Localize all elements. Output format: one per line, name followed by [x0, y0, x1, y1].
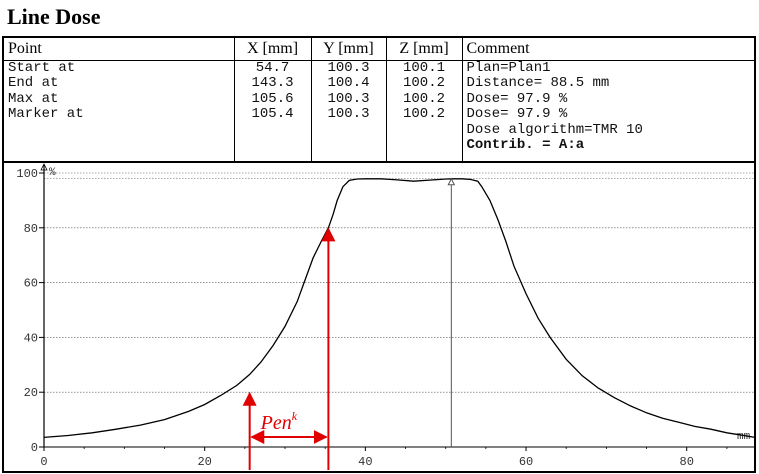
x-tick-label: 20: [197, 455, 211, 469]
y-value: 100.3: [327, 60, 370, 76]
x-axis-unit-label: mm: [737, 431, 751, 443]
dose-profile-line: [43, 178, 756, 439]
header-comment: Comment: [462, 38, 755, 61]
comment-algorithm: Dose algorithm=TMR 10: [466, 121, 643, 138]
x-value: 105.4: [251, 106, 294, 123]
table-chart-divider: [4, 161, 755, 163]
x-tick-label: 80: [680, 455, 694, 469]
x-tick-label: 60: [519, 455, 533, 469]
axis-tick-labels: 0 20 40 60 80 100 0 20 40 60 80: [16, 167, 694, 469]
point-names: Start at End at Max at Marker at: [4, 60, 235, 161]
y-axis-arrow-icon: [40, 163, 48, 171]
penumbra-label-text: Pen: [260, 412, 292, 434]
penumbra-label: Penk: [260, 409, 298, 434]
y-tick-label: 100: [16, 167, 38, 181]
point-name: Start at: [8, 60, 76, 76]
x-tick-label: 0: [40, 455, 47, 469]
table-header-row: Point X [mm] Y [mm] Z [mm] Comment: [4, 38, 755, 61]
dose-info-table: Point X [mm] Y [mm] Z [mm] Comment Start…: [4, 38, 755, 161]
line-dose-frame: [2, 36, 756, 473]
x-value: 105.6: [251, 90, 294, 107]
x-values: 54.7 143.3 105.6 105.4: [234, 60, 312, 161]
y-value: 100.3: [327, 106, 370, 123]
y-tick-label: 60: [24, 277, 38, 291]
header-x: X [mm]: [234, 38, 312, 61]
penumbra-annotation: Penk: [242, 227, 336, 470]
y-value: 100.3: [327, 90, 370, 107]
header-z: Z [mm]: [386, 38, 463, 61]
x-tick-label: 40: [358, 455, 372, 469]
y-tick-label: 20: [24, 386, 38, 400]
point-name: Marker at: [8, 106, 84, 123]
y-values: 100.3 100.4 100.3 100.3: [311, 60, 387, 161]
point-name: Max at: [8, 90, 59, 107]
y-tick-label: 80: [24, 222, 38, 236]
y-value: 100.4: [327, 75, 370, 92]
z-values: 100.1 100.2 100.2 100.2: [386, 60, 463, 161]
point-name: End at: [8, 75, 59, 92]
grid-lines: [39, 172, 755, 451]
y-tick-label: 40: [24, 331, 38, 345]
y-tick-label: 0: [31, 441, 38, 455]
header-point: Point: [4, 38, 235, 61]
comment-contribution: Contrib. = A:a: [466, 137, 585, 154]
x-value: 143.3: [251, 75, 294, 92]
marker-arrow-icon[interactable]: [447, 177, 456, 186]
z-value: 100.1: [402, 60, 445, 76]
x-value: 54.7: [255, 60, 290, 76]
comment-distance: Distance= 88.5 mm: [466, 75, 610, 92]
window-title: Line Dose: [7, 4, 101, 29]
penumbra-label-superscript: k: [292, 409, 298, 423]
z-value: 100.2: [402, 75, 445, 92]
z-value: 100.2: [402, 90, 445, 107]
comments: Plan=Plan1 Distance= 88.5 mm Dose= 97.9 …: [462, 61, 755, 162]
comment-marker-dose: Dose= 97.9 %: [466, 106, 568, 123]
z-value: 100.2: [402, 106, 445, 123]
header-y: Y [mm]: [311, 38, 387, 61]
comment-plan: Plan=Plan1: [466, 60, 551, 76]
comment-max-dose: Dose= 97.9 %: [466, 90, 568, 107]
y-axis-unit-label: %: [49, 167, 56, 179]
